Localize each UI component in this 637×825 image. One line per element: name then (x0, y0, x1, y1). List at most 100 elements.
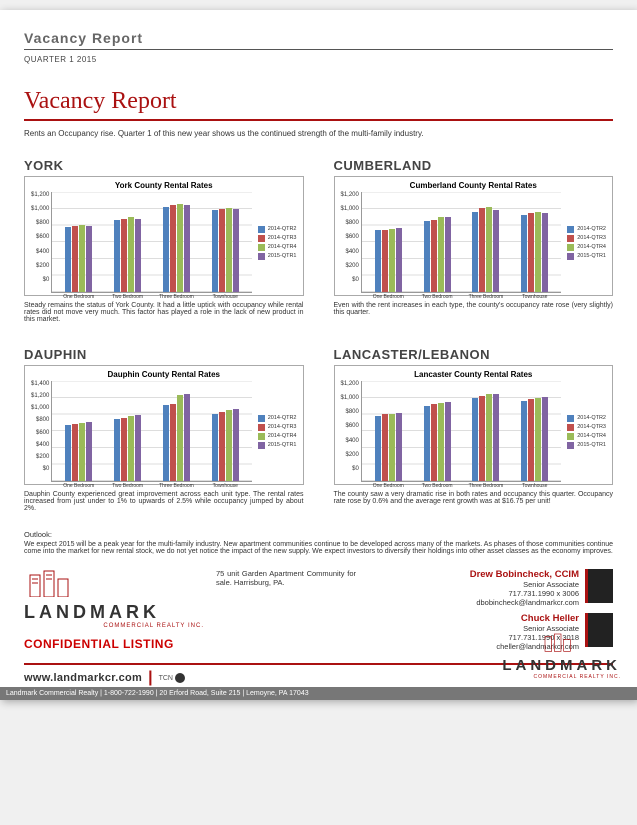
chart-box: Lancaster County Rental Rates $1,200$1,0… (334, 365, 614, 485)
legend-item: 2015-QTR1 (258, 442, 297, 449)
y-label: $200 (31, 454, 49, 460)
legend-swatch (567, 226, 574, 233)
contact-email[interactable]: dbobincheck@landmarkcr.com (470, 598, 579, 607)
chart-box: Cumberland County Rental Rates $1,200 $1,… (334, 176, 614, 296)
bar-group: Townhouse (212, 192, 239, 292)
bar-group: Three Bedroom (163, 381, 190, 481)
bar (114, 419, 120, 481)
chart-title: Cumberland County Rental Rates (341, 181, 607, 190)
x-label: Two Bedroom (112, 483, 143, 489)
y-label: $1,200 (341, 192, 359, 198)
contact-title: Senior Associate (470, 580, 579, 589)
x-label: Three Bedroom (469, 294, 504, 300)
bar (431, 220, 437, 293)
y-labels: $1,200$1,000$800$600$400$200$0 (341, 192, 361, 293)
chart-box: Dauphin County Rental Rates $1,400$1,200… (24, 365, 304, 485)
region-name: DAUPHIN (24, 347, 304, 362)
legend-swatch (258, 415, 265, 422)
outlook-label: Outlook: (24, 530, 613, 539)
y-label: $400 (341, 249, 359, 255)
bar (389, 229, 395, 292)
x-label: Three Bedroom (159, 294, 194, 300)
legend-label: 2015-QTR1 (577, 442, 606, 448)
legend-item: 2014-QTR4 (567, 244, 606, 251)
main-title: Vacancy Report (24, 88, 613, 115)
region-name: YORK (24, 158, 304, 173)
tcn-logo: TCN (159, 673, 185, 683)
legend-item: 2015-QTR1 (567, 253, 606, 260)
bar (542, 213, 548, 292)
region-cell: YORK York County Rental Rates $1,200$1,0… (24, 158, 304, 323)
bar (121, 418, 127, 481)
chart-body: $1,200$1,000$800$600$400$200$0 One Bedro… (31, 192, 297, 293)
plot-area: One BedroomTwo BedroomThree BedroomTownh… (51, 381, 251, 482)
web-url[interactable]: www.landmarkcr.com (24, 672, 142, 684)
legend-label: 2014-QTR2 (577, 226, 606, 232)
bar (521, 215, 527, 293)
legend-label: 2014-QTR2 (577, 415, 606, 421)
y-label: $600 (31, 234, 49, 240)
bar (445, 217, 451, 292)
chart-caption: The county saw a very dramatic rise in b… (334, 491, 614, 505)
bar (382, 230, 388, 293)
bar (382, 414, 388, 481)
y-label: $200 (341, 452, 359, 458)
bar (528, 213, 534, 292)
separator: | (148, 669, 152, 687)
legend-item: 2014-QTR3 (567, 235, 606, 242)
bar-group: One Bedroom (65, 192, 92, 292)
bar (389, 414, 395, 482)
x-label: One Bedroom (63, 483, 94, 489)
legend-swatch (258, 226, 265, 233)
y-labels: $1,400$1,200$1,000$800$600$400$200$0 (31, 381, 51, 482)
bar-group: Three Bedroom (472, 381, 499, 481)
bar (177, 204, 183, 292)
bar (65, 227, 71, 292)
listing-text: 75 unit Garden Apartment Community for s… (216, 569, 356, 587)
bar (114, 220, 120, 292)
legend-label: 2014-QTR3 (577, 235, 606, 241)
plot-area: One BedroomTwo BedroomThree BedroomTownh… (361, 192, 561, 293)
bar (72, 424, 78, 481)
legend-label: 2014-QTR4 (268, 244, 297, 250)
footer-bar: Landmark Commercial Realty | 1-800-722-1… (0, 687, 637, 700)
bar (72, 226, 78, 292)
bar (163, 405, 169, 481)
y-label: $1,000 (31, 206, 49, 212)
y-label: $1,000 (341, 395, 359, 401)
contact-phone: 717.731.1990 x 3006 (470, 589, 579, 598)
legend-label: 2015-QTR1 (268, 253, 297, 259)
y-label: $1,000 (31, 405, 49, 411)
bar (438, 217, 444, 292)
bar (212, 414, 218, 481)
bar (79, 225, 85, 292)
y-label: $200 (341, 263, 359, 269)
bar (479, 208, 485, 292)
bar (86, 422, 92, 481)
quarter-label: QUARTER 1 2015 (24, 55, 613, 64)
y-label: $1,000 (341, 206, 359, 212)
bar (233, 409, 239, 481)
y-label: $600 (341, 234, 359, 240)
y-label: $400 (341, 438, 359, 444)
legend-swatch (258, 433, 265, 440)
header-title: Vacancy Report (24, 30, 613, 46)
legend-label: 2014-QTR2 (268, 226, 297, 232)
legend-label: 2014-QTR3 (268, 424, 297, 430)
legend-item: 2014-QTR2 (258, 226, 297, 233)
chart-title: Lancaster County Rental Rates (341, 370, 607, 379)
bar-group: Townhouse (212, 381, 239, 481)
legend-label: 2014-QTR4 (268, 433, 297, 439)
outlook-text: We expect 2015 will be a peak year for t… (24, 541, 613, 555)
legend: 2014-QTR2 2014-QTR3 2014-QTR4 2015-QTR1 (561, 192, 606, 293)
bar (472, 398, 478, 481)
legend-swatch (567, 244, 574, 251)
bar (226, 410, 232, 481)
region-cell: DAUPHIN Dauphin County Rental Rates $1,4… (24, 347, 304, 512)
legend-item: 2014-QTR3 (258, 235, 297, 242)
logo-text: LANDMARK (502, 657, 621, 674)
chart-body: $1,400$1,200$1,000$800$600$400$200$0 One… (31, 381, 297, 482)
legend: 2014-QTR22014-QTR32014-QTR42015-QTR1 (252, 381, 297, 482)
legend-item: 2014-QTR4 (567, 433, 606, 440)
bar (135, 219, 141, 292)
